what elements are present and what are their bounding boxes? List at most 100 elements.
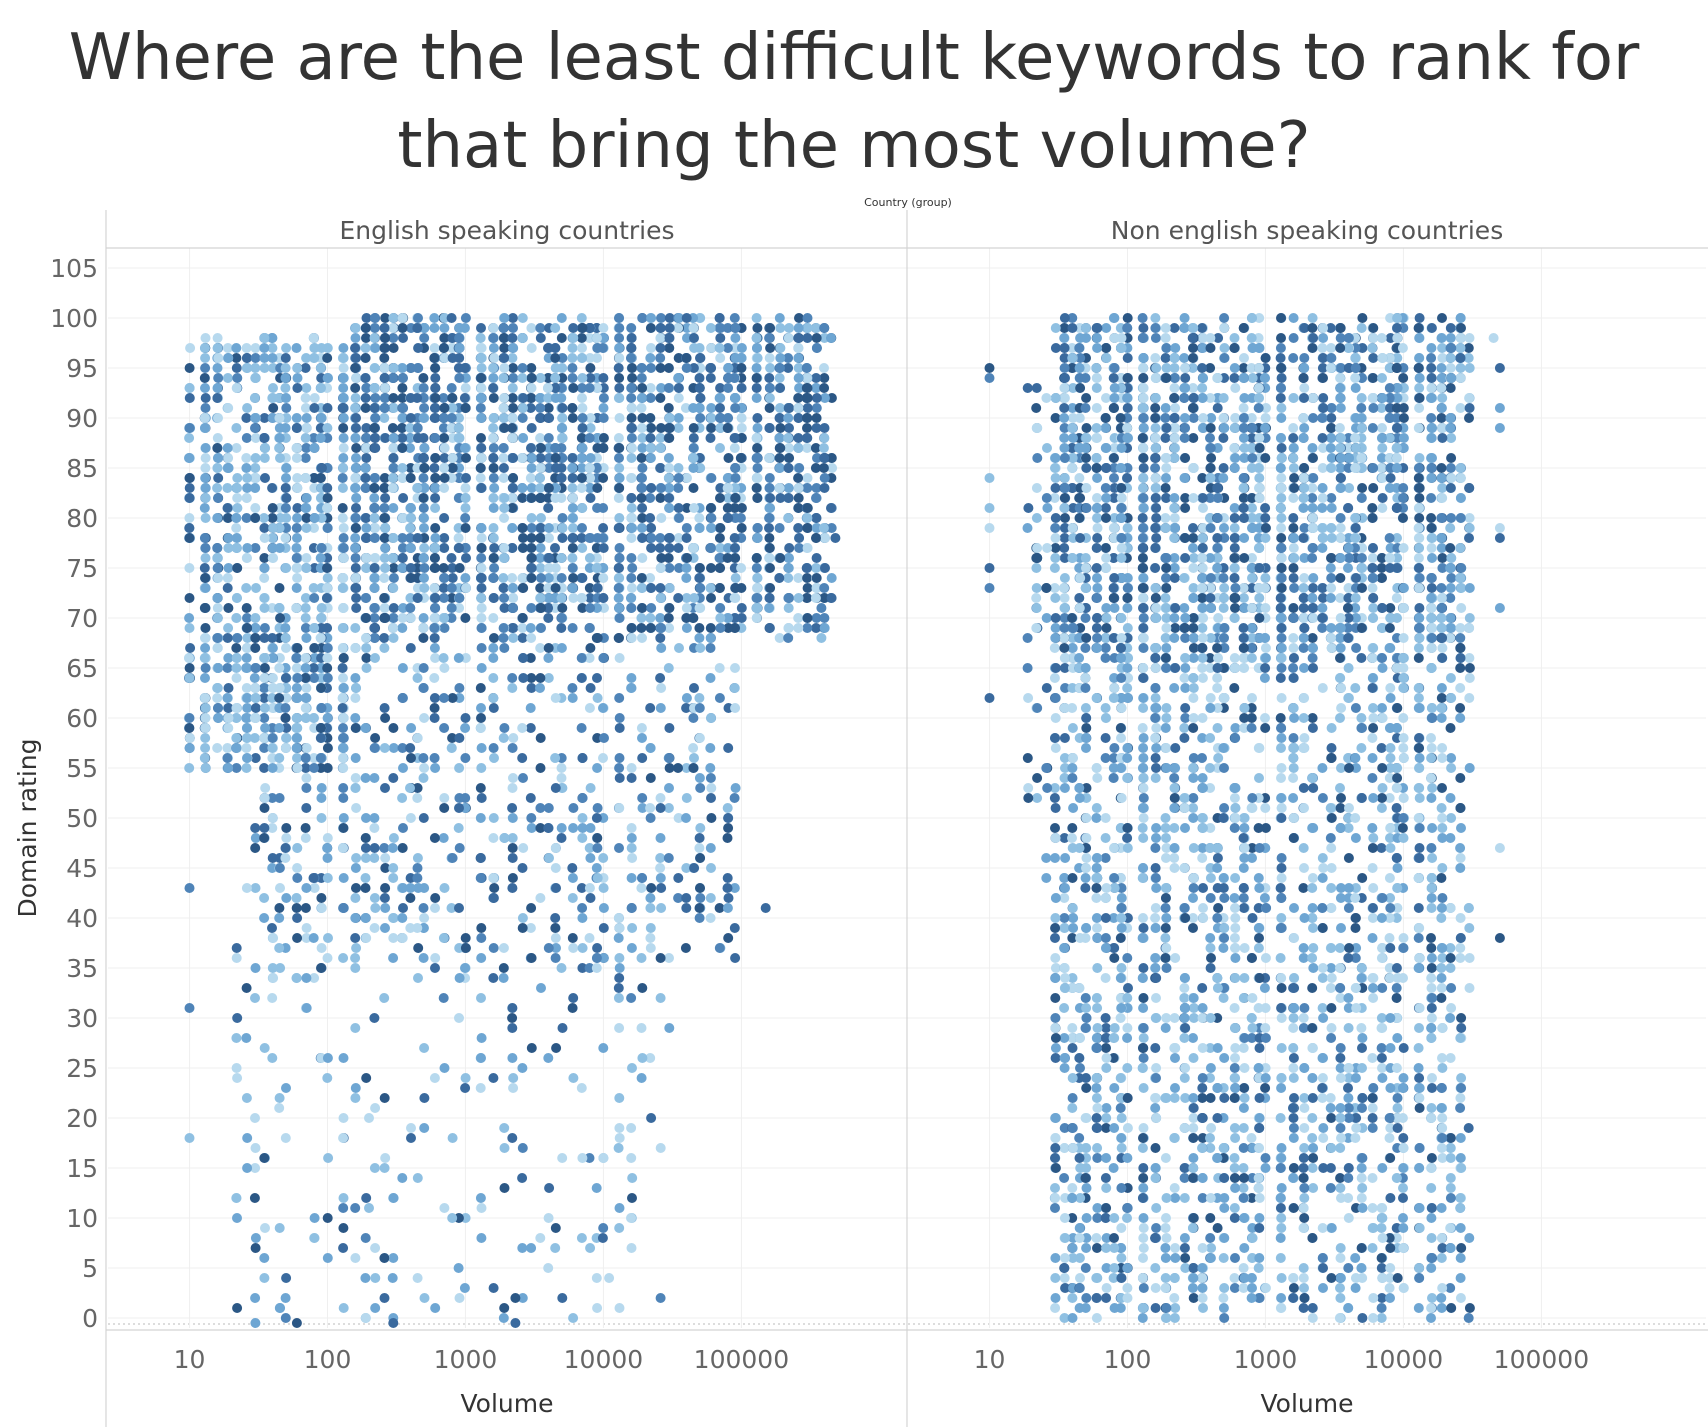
data-point — [655, 1293, 666, 1303]
data-point — [508, 733, 519, 743]
data-point — [1445, 323, 1456, 333]
data-point — [627, 1193, 637, 1203]
data-point — [322, 953, 333, 963]
data-point — [695, 853, 706, 863]
data-point — [398, 373, 408, 383]
data-point — [568, 993, 579, 1003]
data-point — [626, 353, 636, 363]
data-point — [413, 343, 424, 353]
data-point — [557, 533, 568, 543]
data-point — [518, 393, 529, 403]
data-point — [488, 413, 499, 423]
data-point — [517, 523, 528, 533]
data-point — [200, 543, 211, 553]
data-point — [338, 533, 349, 543]
data-point — [315, 733, 326, 743]
data-point — [646, 363, 656, 373]
data-point — [259, 683, 270, 693]
data-point — [811, 403, 822, 413]
data-point — [387, 473, 398, 483]
data-point — [476, 993, 486, 1003]
data-point — [637, 983, 648, 993]
data-point — [250, 613, 261, 623]
data-point — [793, 593, 804, 603]
data-point — [577, 943, 588, 953]
data-point — [816, 603, 827, 613]
data-point — [281, 1273, 292, 1283]
data-point — [200, 673, 210, 683]
data-point — [730, 573, 741, 583]
data-point — [550, 753, 561, 763]
data-point — [460, 443, 470, 453]
data-point — [488, 433, 499, 443]
data-point — [388, 533, 399, 543]
data-point — [655, 563, 666, 573]
data-point — [397, 463, 408, 473]
data-point — [626, 333, 637, 343]
data-point — [614, 1203, 625, 1213]
data-point — [300, 753, 311, 763]
data-point — [723, 823, 734, 833]
data-point — [557, 513, 568, 523]
data-point — [664, 763, 675, 773]
data-point — [752, 343, 762, 353]
data-point — [627, 563, 638, 573]
data-point — [301, 493, 312, 503]
data-point — [350, 573, 361, 583]
data-point — [439, 883, 450, 893]
data-point — [550, 583, 561, 593]
data-point — [627, 523, 637, 533]
data-point — [259, 1043, 270, 1053]
data-point — [360, 373, 371, 383]
data-point — [222, 583, 233, 593]
data-point — [1276, 493, 1287, 503]
data-point — [498, 943, 509, 953]
data-point — [213, 493, 223, 503]
data-point — [361, 433, 372, 443]
data-point — [613, 583, 624, 593]
data-point — [488, 743, 499, 753]
data-point — [476, 933, 487, 943]
data-point — [591, 553, 602, 563]
data-point — [637, 383, 648, 393]
data-point — [1377, 493, 1388, 503]
data-point — [184, 383, 195, 393]
data-point — [598, 323, 609, 333]
data-point — [419, 523, 429, 533]
data-point — [507, 523, 518, 533]
data-point — [550, 343, 561, 353]
data-point — [646, 523, 657, 533]
data-point — [543, 403, 554, 413]
data-point — [715, 353, 726, 363]
data-point — [752, 533, 763, 543]
data-point — [705, 543, 716, 553]
data-point — [688, 713, 699, 723]
data-point — [292, 693, 303, 703]
data-point — [637, 873, 647, 883]
data-point — [1188, 343, 1198, 353]
data-point — [242, 753, 252, 763]
data-point — [379, 573, 390, 583]
data-point — [730, 663, 740, 673]
data-point — [388, 433, 399, 443]
data-point — [379, 403, 390, 413]
data-point — [1308, 583, 1318, 593]
data-point — [475, 1193, 486, 1203]
data-point — [388, 343, 399, 353]
data-point — [730, 783, 741, 793]
data-point — [231, 443, 242, 453]
data-point — [567, 353, 578, 363]
data-point — [636, 613, 647, 623]
data-point — [454, 973, 465, 983]
data-point — [655, 953, 666, 963]
data-point — [309, 1233, 320, 1243]
data-point — [614, 763, 625, 773]
data-point — [388, 833, 399, 843]
data-point — [535, 323, 546, 333]
data-point — [517, 1243, 528, 1253]
data-point — [439, 403, 450, 413]
data-point — [695, 823, 706, 833]
data-point — [316, 413, 327, 423]
data-point — [507, 803, 518, 813]
data-point — [439, 1203, 450, 1213]
